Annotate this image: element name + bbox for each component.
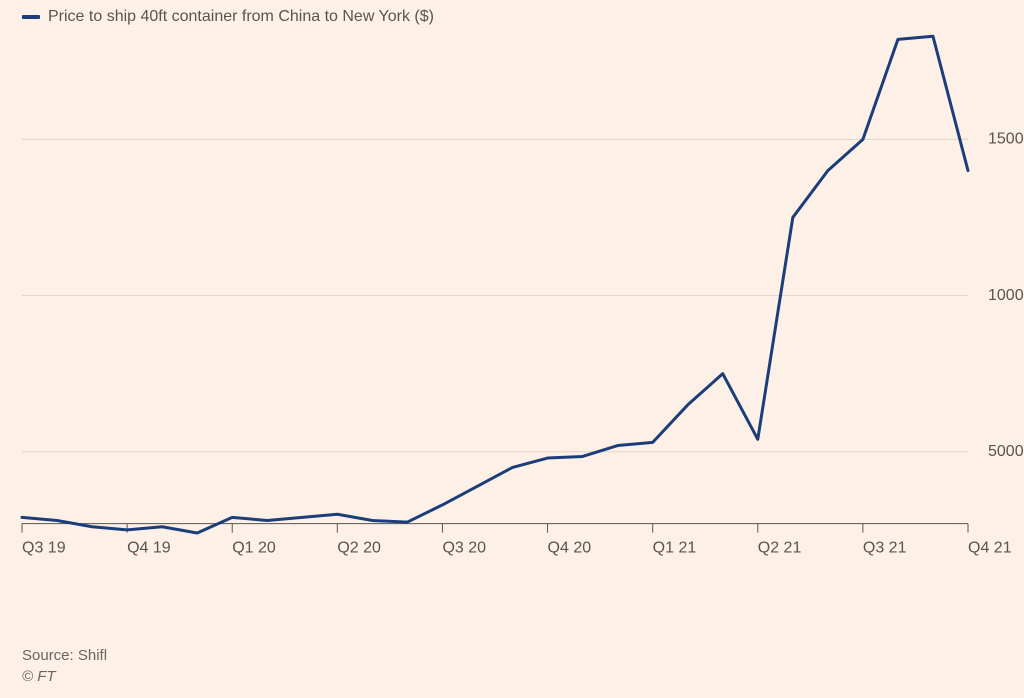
x-tick-label: Q3 19 <box>22 540 66 557</box>
y-tick-label: 5000 <box>988 443 1024 460</box>
legend: Price to ship 40ft container from China … <box>22 8 434 26</box>
x-tick-label: Q2 20 <box>337 540 381 557</box>
x-tick-label: Q2 21 <box>758 540 802 557</box>
x-tick-label: Q4 21 <box>968 540 1012 557</box>
copyright-label: © FT <box>22 666 107 688</box>
y-tick-label: 10000 <box>988 287 1024 304</box>
x-tick-label: Q1 21 <box>653 540 697 557</box>
x-tick-label: Q3 21 <box>863 540 907 557</box>
chart-footer: Source: Shifl © FT <box>22 645 107 689</box>
x-tick-label: Q1 20 <box>232 540 276 557</box>
y-tick-label: 15000 <box>988 131 1024 148</box>
line-chart: 5000 10000 15000 Q3 19 Q4 19 Q1 20 Q2 20 Q3 20 Q… <box>0 0 1024 698</box>
x-tick-label: Q4 20 <box>548 540 592 557</box>
legend-swatch <box>22 15 40 19</box>
source-label: Source: Shifl <box>22 645 107 667</box>
chart-container: 5000 10000 15000 Q3 19 Q4 19 Q1 20 Q2 20 Q3 20 Q… <box>0 0 1024 698</box>
x-tick-label: Q4 19 <box>127 540 171 557</box>
x-tick-label: Q3 20 <box>442 540 486 557</box>
plot-background <box>0 0 1024 698</box>
legend-label: Price to ship 40ft container from China … <box>48 8 434 26</box>
